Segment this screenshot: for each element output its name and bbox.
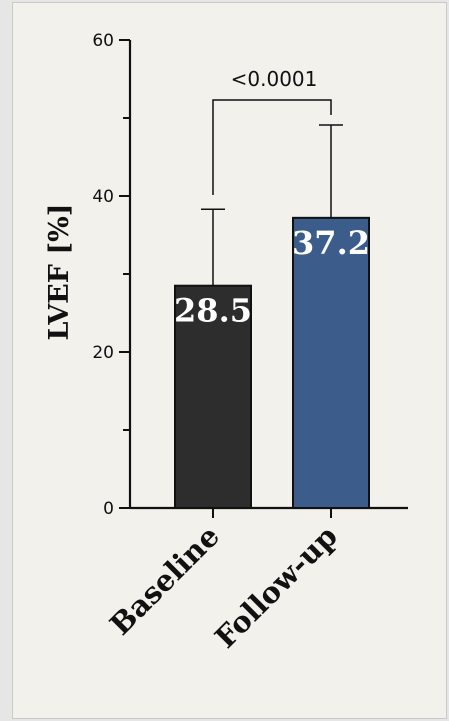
y-axis-label: LVEF [%] xyxy=(44,203,75,340)
bar-value-label: 37.2 xyxy=(292,224,370,262)
category-label: Follow-up xyxy=(208,519,344,655)
significance-label: <0.0001 xyxy=(231,67,318,91)
x-axis-ticks xyxy=(212,508,332,518)
significance-bracket xyxy=(212,99,332,195)
category-label: Baseline xyxy=(103,519,226,642)
y-axis-ticks: 0 20 40 60 xyxy=(92,31,130,519)
error-bars xyxy=(201,124,343,286)
y-tick-label: 60 xyxy=(92,31,114,51)
bar-value-label: 28.5 xyxy=(174,292,252,330)
value-labels: 28.5 37.2 xyxy=(174,224,370,330)
y-tick-label: 0 xyxy=(103,499,114,519)
y-tick-label: 40 xyxy=(92,187,114,207)
y-tick-label: 20 xyxy=(92,343,114,363)
